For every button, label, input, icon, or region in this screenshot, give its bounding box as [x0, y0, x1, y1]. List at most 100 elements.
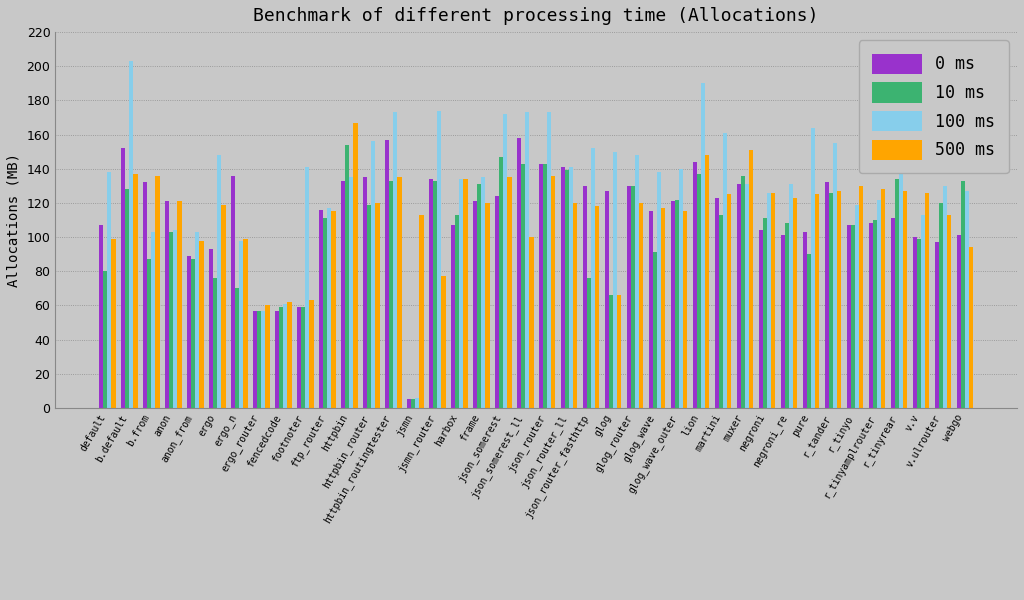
- Bar: [459, 179, 463, 408]
- Bar: [595, 206, 599, 408]
- Bar: [675, 200, 679, 408]
- Bar: [868, 223, 872, 408]
- Bar: [420, 215, 424, 408]
- Bar: [613, 152, 617, 408]
- Bar: [573, 203, 578, 408]
- Bar: [129, 61, 133, 408]
- Bar: [683, 211, 687, 408]
- Bar: [794, 198, 798, 408]
- Bar: [912, 237, 916, 408]
- Bar: [156, 176, 160, 408]
- Bar: [715, 198, 719, 408]
- Bar: [719, 215, 723, 408]
- Bar: [759, 230, 763, 408]
- Bar: [437, 110, 441, 408]
- Bar: [741, 176, 745, 408]
- Bar: [499, 157, 503, 408]
- Bar: [824, 182, 828, 408]
- Bar: [627, 186, 631, 408]
- Bar: [943, 186, 947, 408]
- Bar: [112, 239, 116, 408]
- Bar: [891, 218, 895, 408]
- Bar: [899, 152, 903, 408]
- Bar: [969, 247, 974, 408]
- Bar: [855, 205, 859, 408]
- Bar: [569, 167, 573, 408]
- Bar: [451, 225, 455, 408]
- Bar: [961, 181, 965, 408]
- Bar: [727, 194, 731, 408]
- Bar: [847, 225, 851, 408]
- Bar: [767, 193, 771, 408]
- Bar: [872, 220, 877, 408]
- Bar: [750, 150, 754, 408]
- Bar: [947, 215, 951, 408]
- Bar: [473, 201, 477, 408]
- Bar: [657, 172, 662, 408]
- Bar: [309, 301, 313, 408]
- Bar: [692, 162, 697, 408]
- Bar: [376, 203, 380, 408]
- Bar: [609, 295, 613, 408]
- Bar: [362, 178, 367, 408]
- Bar: [341, 181, 345, 408]
- Bar: [397, 178, 401, 408]
- Bar: [433, 181, 437, 408]
- Bar: [429, 179, 433, 408]
- Bar: [389, 181, 393, 408]
- Bar: [745, 184, 750, 408]
- Bar: [935, 242, 939, 408]
- Bar: [411, 400, 415, 408]
- Bar: [507, 178, 512, 408]
- Bar: [323, 218, 328, 408]
- Bar: [697, 174, 701, 408]
- Bar: [280, 307, 284, 408]
- Bar: [485, 203, 489, 408]
- Bar: [209, 249, 213, 408]
- Bar: [591, 148, 595, 408]
- Bar: [481, 178, 485, 408]
- Bar: [217, 155, 221, 408]
- Bar: [925, 193, 930, 408]
- Bar: [169, 232, 173, 408]
- Bar: [353, 122, 357, 408]
- Bar: [811, 128, 815, 408]
- Bar: [790, 184, 794, 408]
- Bar: [803, 232, 807, 408]
- Bar: [187, 256, 191, 408]
- Bar: [859, 186, 863, 408]
- Bar: [916, 239, 921, 408]
- Bar: [903, 191, 907, 408]
- Bar: [133, 174, 137, 408]
- Bar: [635, 155, 639, 408]
- Bar: [529, 237, 534, 408]
- Bar: [345, 145, 349, 408]
- Bar: [165, 201, 169, 408]
- Bar: [877, 200, 882, 408]
- Bar: [517, 138, 521, 408]
- Bar: [939, 203, 943, 408]
- Bar: [882, 189, 886, 408]
- Bar: [477, 184, 481, 408]
- Bar: [284, 304, 288, 408]
- Bar: [318, 210, 323, 408]
- Bar: [236, 289, 240, 408]
- Bar: [349, 178, 353, 408]
- Bar: [240, 241, 244, 408]
- Bar: [895, 179, 899, 408]
- Bar: [679, 169, 683, 408]
- Bar: [771, 193, 775, 408]
- Bar: [965, 191, 969, 408]
- Bar: [152, 232, 156, 408]
- Bar: [587, 278, 591, 408]
- Bar: [784, 223, 790, 408]
- Bar: [617, 295, 622, 408]
- Bar: [543, 164, 547, 408]
- Bar: [221, 205, 225, 408]
- Bar: [701, 83, 706, 408]
- Bar: [213, 278, 217, 408]
- Bar: [191, 259, 196, 408]
- Bar: [441, 277, 445, 408]
- Bar: [723, 133, 727, 408]
- Bar: [196, 232, 200, 408]
